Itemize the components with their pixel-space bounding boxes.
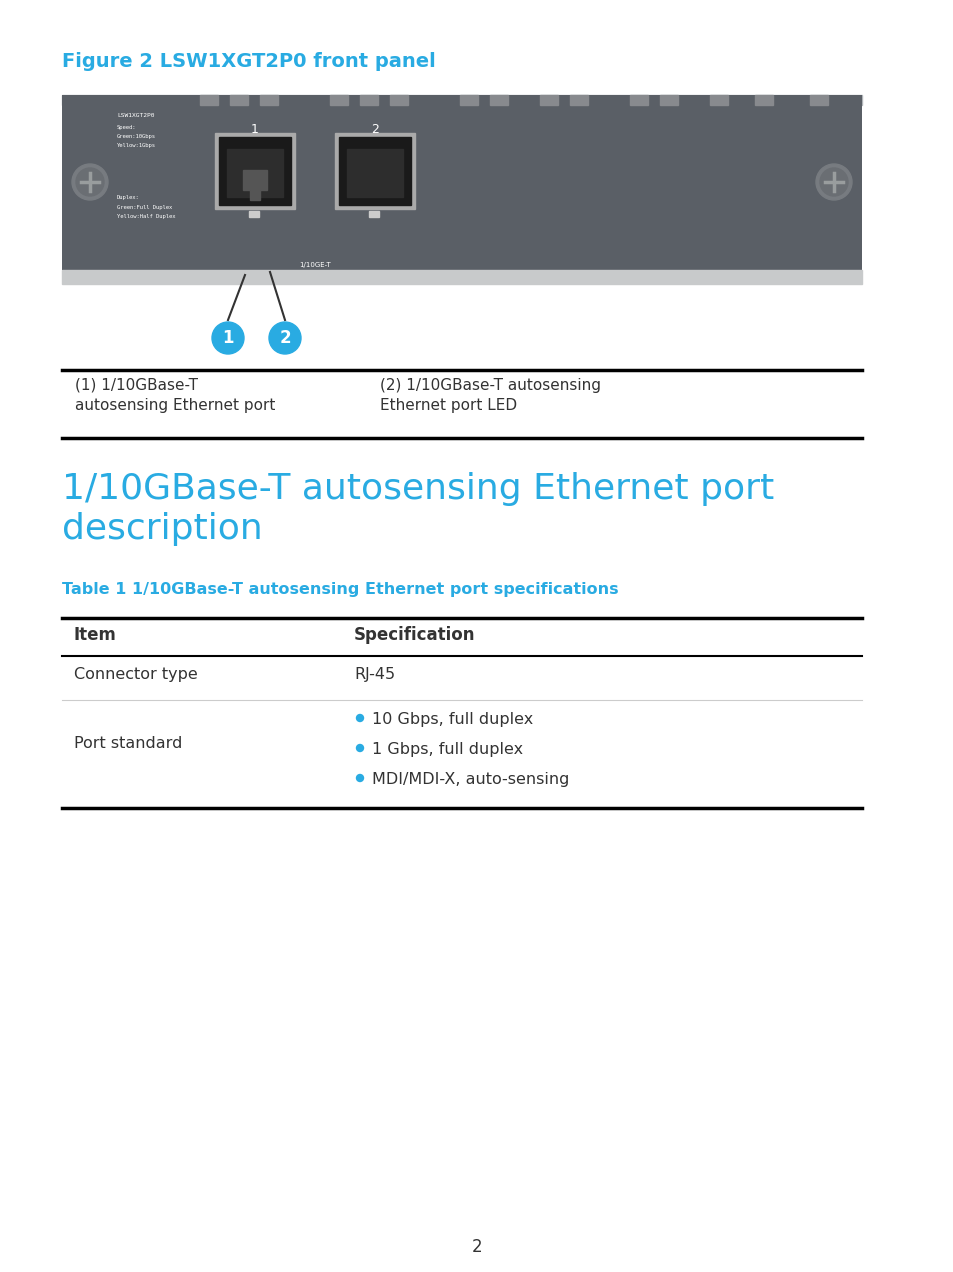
Circle shape [356,775,363,781]
Bar [249,211,258,218]
Circle shape [356,715,363,721]
Bar [347,149,402,197]
Text: Specification: Specification [354,626,475,644]
Bar [754,95,772,106]
Circle shape [356,744,363,752]
Text: Yellow:1Gbps: Yellow:1Gbps [117,142,156,148]
Text: 1 Gbps, full duplex: 1 Gbps, full duplex [372,742,522,757]
Text: 1: 1 [251,123,258,136]
Bar [490,95,507,106]
Text: Yellow:Half Duplex: Yellow:Half Duplex [117,214,175,219]
Bar [62,95,862,270]
Bar [659,95,678,106]
Bar [62,270,862,284]
Polygon shape [243,170,267,200]
Circle shape [212,322,244,354]
Bar [338,137,411,205]
Text: Item: Item [74,626,117,644]
Bar [230,95,248,106]
Bar [62,95,862,106]
Text: LSW1XGT2P0: LSW1XGT2P0 [117,113,154,118]
Bar [219,137,291,205]
Text: autosensing Ethernet port: autosensing Ethernet port [75,398,275,413]
Text: (1) 1/10GBase-T: (1) 1/10GBase-T [75,378,198,393]
Circle shape [820,168,847,196]
Bar [227,149,283,197]
Text: 2: 2 [279,329,291,347]
Text: description: description [62,513,262,546]
Circle shape [269,322,301,354]
Text: Table 1 1/10GBase-T autosensing Ethernet port specifications: Table 1 1/10GBase-T autosensing Ethernet… [62,583,618,597]
Bar [330,95,348,106]
Circle shape [815,164,851,200]
Circle shape [71,164,108,200]
Bar [629,95,647,106]
Bar [214,134,294,209]
Bar [200,95,218,106]
Text: 10 Gbps, full duplex: 10 Gbps, full duplex [372,712,533,728]
Text: Green:Full Duplex: Green:Full Duplex [117,205,172,210]
Bar [709,95,727,106]
Text: 2: 2 [471,1238,482,1255]
Text: Ethernet port LED: Ethernet port LED [379,398,517,413]
Text: 1/10GE-T: 1/10GE-T [299,262,331,268]
Text: RJ-45: RJ-45 [354,667,395,682]
Text: Connector type: Connector type [74,667,197,682]
Bar [459,95,477,106]
Text: (2) 1/10GBase-T autosensing: (2) 1/10GBase-T autosensing [379,378,600,393]
Circle shape [76,168,104,196]
Bar [809,95,827,106]
Text: Green:10Gbps: Green:10Gbps [117,134,156,139]
Bar [260,95,277,106]
Text: 1/10GBase-T autosensing Ethernet port: 1/10GBase-T autosensing Ethernet port [62,472,774,506]
Bar [569,95,587,106]
Bar [359,95,377,106]
Text: MDI/MDI-X, auto-sensing: MDI/MDI-X, auto-sensing [372,772,569,787]
Text: Figure 2 LSW1XGT2P0 front panel: Figure 2 LSW1XGT2P0 front panel [62,52,436,71]
Text: 1: 1 [222,329,233,347]
Bar [369,211,378,218]
Text: Port standard: Port standard [74,736,182,750]
Bar [390,95,408,106]
Bar [539,95,558,106]
Text: 2: 2 [371,123,378,136]
Bar [335,134,415,209]
Text: Duplex:: Duplex: [117,195,139,200]
Text: Speed:: Speed: [117,125,136,130]
